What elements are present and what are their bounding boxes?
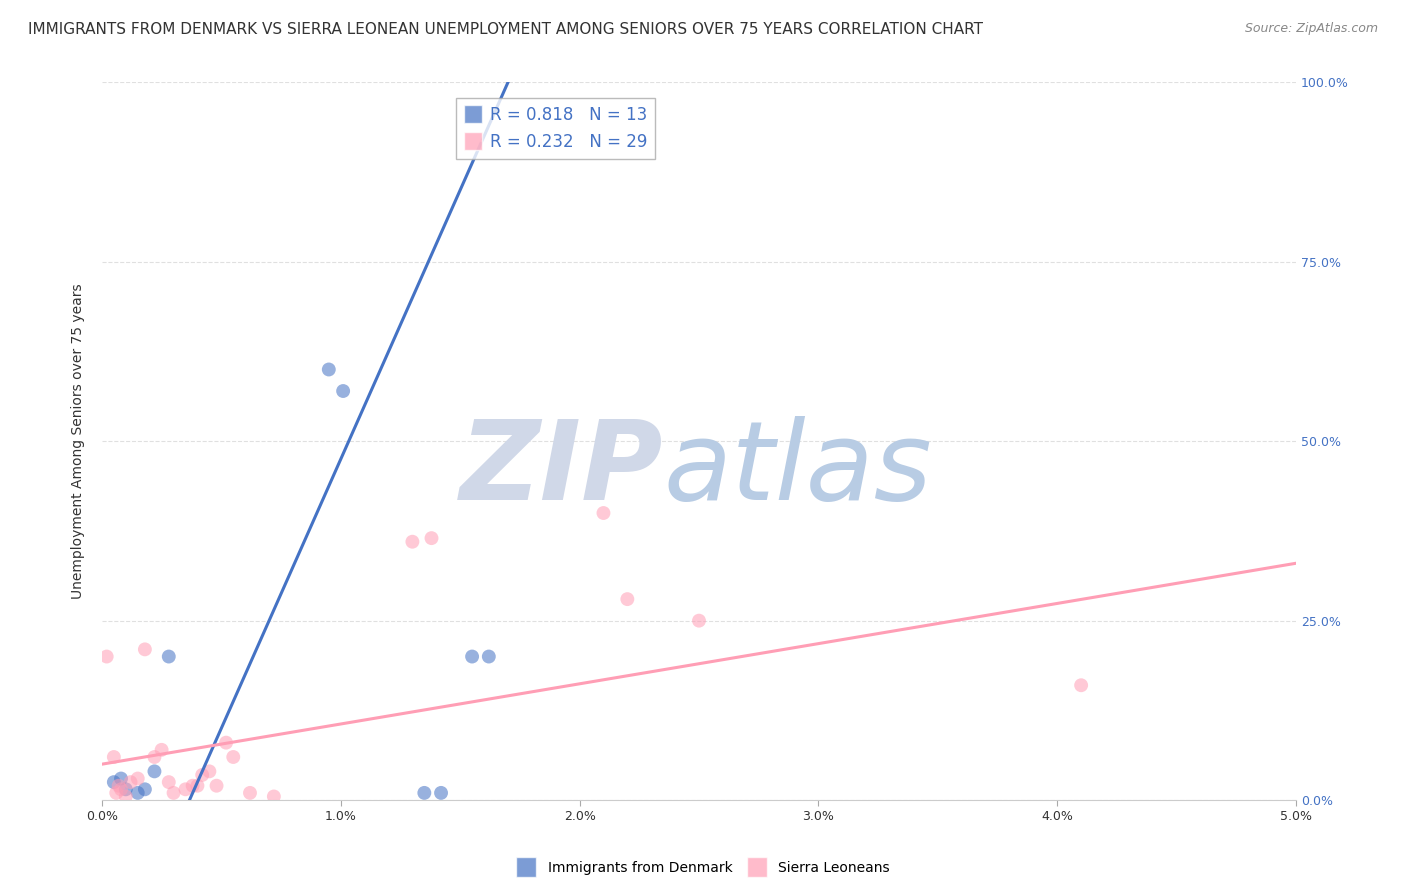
- Point: [186, 779, 208, 793]
- Point: [420, 531, 443, 545]
- Point: [150, 743, 173, 757]
- Point: [263, 789, 285, 804]
- Point: [332, 384, 354, 398]
- Point: [114, 782, 136, 797]
- Point: [174, 782, 197, 797]
- Point: [103, 775, 125, 789]
- Point: [105, 786, 128, 800]
- Legend: Immigrants from Denmark, Sierra Leoneans: Immigrants from Denmark, Sierra Leoneans: [510, 855, 896, 880]
- Point: [143, 750, 166, 764]
- Point: [127, 772, 149, 786]
- Point: [120, 775, 142, 789]
- Point: [1070, 678, 1092, 692]
- Point: [222, 750, 245, 764]
- Point: [616, 592, 638, 607]
- Point: [110, 782, 132, 797]
- Text: atlas: atlas: [664, 417, 932, 524]
- Point: [478, 649, 501, 664]
- Point: [239, 786, 262, 800]
- Point: [401, 534, 423, 549]
- Y-axis label: Unemployment Among Seniors over 75 years: Unemployment Among Seniors over 75 years: [72, 284, 86, 599]
- Point: [688, 614, 710, 628]
- Point: [162, 786, 184, 800]
- Point: [134, 782, 156, 797]
- Point: [181, 779, 204, 793]
- Text: ZIP: ZIP: [460, 417, 664, 524]
- Point: [592, 506, 614, 520]
- Point: [157, 649, 180, 664]
- Point: [413, 786, 436, 800]
- Point: [157, 775, 180, 789]
- Point: [205, 779, 228, 793]
- Point: [103, 750, 125, 764]
- Legend: R = 0.818   N = 13, R = 0.232   N = 29: R = 0.818 N = 13, R = 0.232 N = 29: [456, 98, 655, 159]
- Point: [318, 362, 340, 376]
- Point: [215, 736, 238, 750]
- Point: [110, 772, 132, 786]
- Text: IMMIGRANTS FROM DENMARK VS SIERRA LEONEAN UNEMPLOYMENT AMONG SENIORS OVER 75 YEA: IMMIGRANTS FROM DENMARK VS SIERRA LEONEA…: [28, 22, 983, 37]
- Text: Source: ZipAtlas.com: Source: ZipAtlas.com: [1244, 22, 1378, 36]
- Point: [461, 649, 484, 664]
- Point: [143, 764, 166, 779]
- Point: [134, 642, 156, 657]
- Point: [114, 789, 136, 804]
- Point: [430, 786, 453, 800]
- Point: [198, 764, 221, 779]
- Point: [107, 779, 129, 793]
- Point: [191, 768, 214, 782]
- Point: [127, 786, 149, 800]
- Point: [96, 649, 118, 664]
